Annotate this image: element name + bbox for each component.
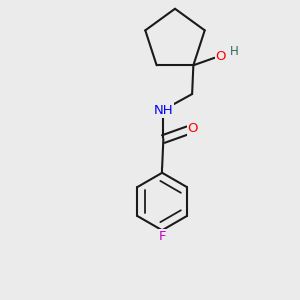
Text: NH: NH (154, 104, 173, 117)
Text: F: F (158, 230, 166, 243)
Text: O: O (188, 122, 198, 135)
Text: O: O (216, 50, 226, 63)
Text: H: H (230, 45, 239, 58)
